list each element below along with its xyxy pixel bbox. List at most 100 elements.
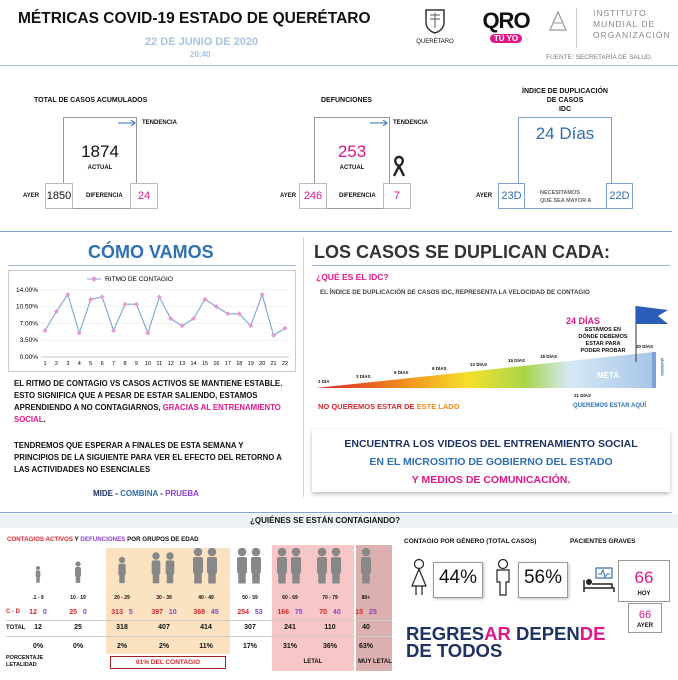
cases-value: 12 (29, 609, 38, 616)
genero-title: CONTAGIO POR GÉNERO (TOTAL CASOS) (404, 538, 537, 545)
person-icon (317, 547, 341, 584)
age-group-cd: 369 45 (180, 609, 232, 616)
gov-logo-text: QUERÉTARO (416, 39, 454, 45)
x-tick-label: 8 (123, 361, 126, 367)
x-tick-label: 7 (112, 361, 115, 367)
prueba-label: PRUEBA (165, 489, 199, 498)
x-tick-label: 20 (259, 361, 265, 367)
report-time: 20:40 (190, 50, 211, 59)
graves-hoy: 66 (634, 568, 654, 587)
age-group-cd: 313 5 (96, 609, 148, 616)
person-icon (237, 547, 261, 584)
graves-ayer-label: AYER (636, 623, 654, 629)
kpi-total-value-label: ACTUAL (87, 165, 113, 171)
kpi-total-value: 1874 (81, 142, 119, 161)
deaths-value: 53 (254, 609, 263, 616)
kpi-idc-title-line1: ÍNDICE DE DUPLICACIÓN (522, 88, 608, 95)
x-tick-label: 12 (168, 361, 174, 367)
y-tick-label: 10.50% (16, 304, 38, 311)
age-group-lethality: 31% (282, 643, 297, 650)
kpi-total-yesterday-label: AYER (23, 193, 40, 199)
age-group-label: .1 - 9 (32, 595, 44, 601)
idc-step-0: 1 DÍA (318, 379, 330, 384)
age-group-total: 25 (74, 624, 82, 631)
sep-1: - (113, 489, 121, 498)
videos-banner: ENCUENTRA LOS VIDEOS DEL ENTRENAMIENTO S… (312, 430, 670, 492)
y-tick-label: 14.00% (16, 287, 38, 294)
qro-logo: QRO TÚ YO (479, 8, 533, 43)
contagio-pct-box: 61% DEL CONTAGIO (110, 656, 226, 669)
idc-desc-b: IDC (441, 289, 452, 296)
kpi-total-diff: 24 (130, 183, 158, 209)
person-icon (193, 547, 217, 584)
data-point (156, 294, 162, 300)
x-tick-label: 5 (89, 361, 92, 367)
institute-line1: INSTITUTO (593, 8, 647, 18)
idc-question: ¿QUÉ ES EL IDC? (316, 272, 389, 282)
data-point (282, 325, 288, 331)
institute-logo: INSTITUTO MUNDIAL DE ORGANIZACIÓN (548, 8, 673, 52)
age-group-column (138, 548, 190, 593)
duplican-title: LOS CASOS SE DUPLICAN CADA: (314, 242, 611, 262)
y-tick-label: 7.00% (20, 320, 39, 327)
idc-description: EL ÍNDICE DE DUPLICACIÓN DE CASOS IDC, R… (320, 289, 590, 296)
muy-letal-label: MUY LETAL (358, 659, 392, 665)
institute-line2: MUNDIAL DE (593, 19, 656, 29)
data-point (88, 296, 94, 302)
age-group-label: 50 - 59 (242, 595, 258, 601)
x-tick-label: 9 (135, 361, 138, 367)
deaths-value: 25 (368, 609, 377, 616)
x-tick-label: 6 (101, 361, 104, 367)
idc-step-8: 30 DÍAS (636, 344, 654, 349)
deaths-value: 5 (128, 609, 133, 616)
idc-flag-days: 24 DÍAS (566, 316, 601, 326)
age-group-lethality: 0% (32, 643, 44, 650)
age-group-label: 60 - 69 (282, 595, 298, 601)
contagio-lbl: DEL CONTAGIO (150, 659, 201, 666)
x-tick-label: 16 (213, 361, 219, 367)
kpi-total-box (63, 117, 137, 209)
age-group-total: 12 (34, 624, 42, 631)
chart-legend-label: RITMO DE CONTAGIO (105, 276, 173, 283)
row-let-label: PORCENTAJE LETALIDAD (6, 655, 43, 669)
coat-of-arms-icon (425, 9, 445, 34)
regresar-1d: DE (579, 623, 606, 644)
idc-step-4: 12 DÍAS (470, 362, 488, 367)
y-tick-label: 3.50% (20, 337, 39, 344)
age-group-lethality: 2% (158, 643, 170, 650)
age-group-total: 407 (158, 624, 170, 631)
como-vamos-rule (8, 265, 296, 266)
section-rule (0, 231, 672, 232)
cases-value: 15 (355, 609, 364, 616)
person-icon (118, 556, 126, 584)
age-group-total: 241 (284, 624, 296, 631)
kpi-deaths-trend-label: TENDENCIA (393, 120, 429, 126)
subtitle-d: POR GRUPOS DE EDAD (125, 536, 199, 543)
x-tick-label: 14 (191, 361, 197, 367)
data-point (53, 308, 59, 314)
como-vamos-text-a: EL RITMO DE CONTAGIO VS CASOS ACTIVOS SE… (14, 379, 283, 412)
male-pct-box (518, 562, 568, 598)
row-let-label-1: PORCENTAJE (6, 655, 44, 661)
kpi-idc-box (518, 117, 612, 209)
idc-desc-c: , REPRESENTA LA VELOCIDAD DE CONTAGIO (451, 289, 590, 296)
quienes-rule (0, 512, 672, 513)
age-group-column (52, 548, 104, 593)
age-group-label: 20 - 29 (114, 595, 130, 601)
mide-label: MIDE (93, 489, 113, 498)
kpi-idc-title-line2: DE CASOS (546, 97, 584, 104)
quienes-bar (0, 514, 678, 528)
x-tick-label: 1 (43, 361, 46, 367)
cases-value: 369 (193, 609, 206, 616)
kpi-total-trend-label: TENDENCIA (142, 120, 178, 126)
data-point (259, 292, 265, 298)
x-tick-label: 22 (282, 361, 288, 367)
kpi-idc-need: 22D (606, 183, 633, 209)
qro-logo-text: QRO (482, 8, 530, 33)
data-point (122, 301, 128, 307)
row-total-label: TOTAL (6, 625, 26, 631)
contagio-pct: 61% (135, 659, 149, 666)
age-group-label: 30 - 39 (156, 595, 172, 601)
idc-step-1: 3 DÍAS (356, 374, 371, 379)
kpi-deaths-value: 253 (337, 142, 367, 161)
